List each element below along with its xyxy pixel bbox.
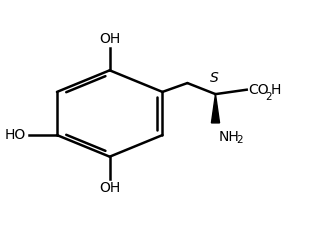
Text: S: S — [210, 71, 218, 85]
Text: CO: CO — [248, 83, 269, 97]
Text: NH: NH — [218, 130, 239, 143]
Text: H: H — [271, 83, 281, 97]
Text: HO: HO — [5, 128, 26, 142]
Text: OH: OH — [99, 181, 120, 195]
Text: 2: 2 — [236, 135, 243, 145]
Polygon shape — [212, 94, 219, 123]
Text: OH: OH — [99, 32, 120, 46]
Text: 2: 2 — [266, 92, 272, 102]
